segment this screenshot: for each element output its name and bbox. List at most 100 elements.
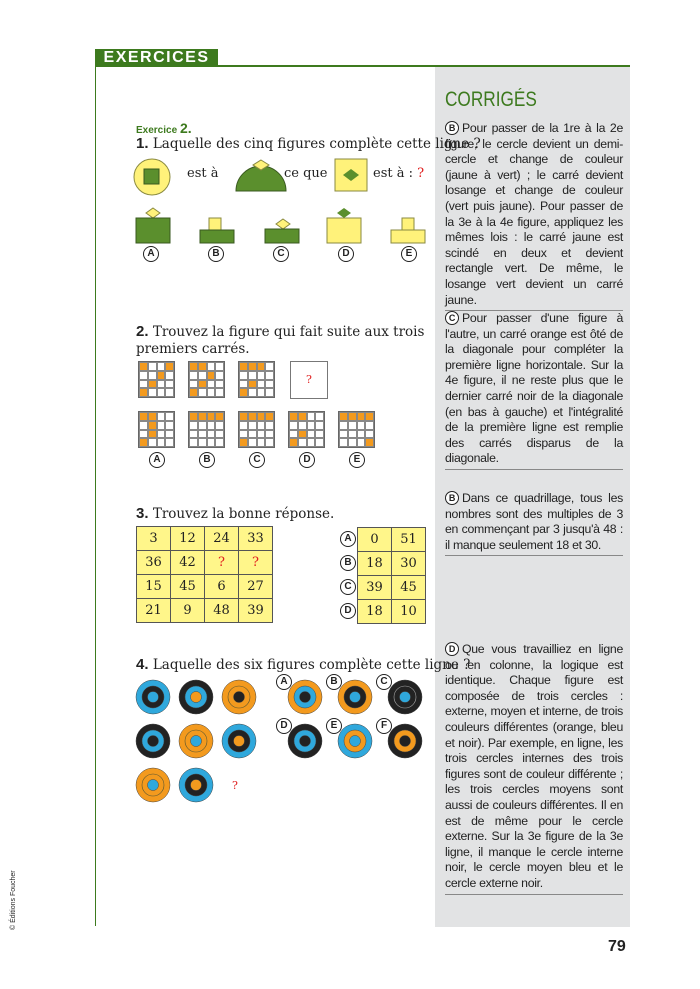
grid-cell-filled [239, 362, 248, 371]
answer-text: Pour passer d'une figure à l'autre, un c… [445, 311, 623, 466]
grid-cell-filled [365, 412, 374, 421]
option-grid-c [238, 411, 275, 448]
grid-cell [206, 362, 216, 371]
grid-cell [256, 388, 266, 397]
grid-cell-filled [239, 388, 248, 397]
grid-cell [197, 429, 207, 439]
answer-letter: C [445, 311, 459, 325]
grid-cell-filled [147, 420, 157, 430]
grid-cell [215, 362, 224, 371]
grid-cell [147, 370, 157, 380]
grid-cell [197, 370, 207, 380]
grid-cell: 36 [136, 550, 171, 575]
margin-rule [95, 66, 96, 926]
option-label-d: D [276, 718, 292, 734]
q3-number-grid: 3 12 24 33 36 42?? 15 45 6 27 21 9 48 39 [136, 526, 273, 623]
grid-cell [256, 370, 266, 380]
grid-row: 3 12 24 33 [136, 526, 273, 551]
grid-cell-filled [197, 379, 207, 389]
grid-cell-filled [297, 429, 307, 439]
grid-cell-filled [239, 438, 248, 447]
grid-cell [156, 388, 166, 397]
grid-cell [189, 429, 198, 439]
grid-cell [189, 379, 198, 389]
option-d-values: 18 10 [357, 599, 426, 624]
grid-cell [315, 429, 324, 439]
option-value: 39 [357, 575, 392, 600]
grid-cell [165, 370, 174, 380]
grid-cell-filled [189, 388, 198, 397]
answer-text: Que vous travailliez en ligne ou en colo… [445, 642, 623, 890]
grid-cell [306, 412, 316, 421]
option-grid-a [138, 411, 175, 448]
grid-cell [239, 420, 248, 430]
grid-cell [265, 362, 274, 371]
figure-square-diamond [334, 158, 368, 192]
q4-text: Laquelle des six figures complète cette … [152, 657, 471, 673]
corriges-title: CORRIGÉS [445, 88, 537, 111]
grid-cell-filled [197, 362, 207, 371]
grid-cell-filled [197, 412, 207, 421]
grid-cell: 12 [170, 526, 205, 551]
option-value: 10 [391, 599, 426, 624]
grid-cell [289, 429, 298, 439]
grid-cell-filled [289, 438, 298, 447]
option-circle-c [387, 679, 423, 715]
grid-cell: 27 [238, 574, 273, 599]
grid-cell [206, 379, 216, 389]
grid-cell [356, 438, 366, 447]
grid-cell-filled [189, 412, 198, 421]
grid-cell: 33 [238, 526, 273, 551]
grid-cell-filled [247, 412, 257, 421]
q2-number: 2. [136, 323, 149, 340]
option-value: 18 [357, 599, 392, 624]
grid-cell [189, 370, 198, 380]
option-label-a: A [143, 246, 159, 262]
grid-cell: 24 [204, 526, 239, 551]
option-label-b: B [199, 452, 215, 468]
grid-cell [306, 420, 316, 430]
q3-text: Trouvez la bonne réponse. [152, 506, 335, 522]
option-label-b: B [326, 674, 342, 690]
exercise-number: 2. [179, 120, 192, 136]
option-circle-e [337, 723, 373, 759]
grid-cell [365, 420, 374, 430]
grid-cell [256, 429, 266, 439]
q2-missing-grid: ? [290, 361, 328, 399]
q3-number: 3. [136, 505, 149, 522]
grid-cell [247, 420, 257, 430]
grid-cell [139, 429, 148, 439]
grid-cell-filled [139, 362, 148, 371]
sequence-circle-7 [135, 767, 171, 803]
grid-cell [189, 438, 198, 447]
q4-question-mark: ? [232, 779, 238, 792]
grid-cell: 48 [204, 598, 239, 623]
grid-cell [156, 429, 166, 439]
sequence-grid-3 [238, 361, 275, 398]
option-label-b: B [208, 246, 224, 262]
grid-cell [315, 420, 324, 430]
q1-text: Laquelle des cinq figures complète cette… [152, 136, 481, 152]
grid-cell [206, 388, 216, 397]
grid-cell [306, 429, 316, 439]
answer-1: B Pour passer de la 1re à la 2e figure, l… [445, 121, 623, 312]
option-label-c: C [376, 674, 392, 690]
grid-cell [247, 429, 257, 439]
option-label-a: A [340, 531, 356, 547]
answer-letter: D [445, 642, 459, 656]
option-value: 0 [357, 527, 392, 552]
grid-cell [347, 438, 357, 447]
option-c-figure [264, 218, 300, 244]
answer-text: Dans ce quadrillage, tous les nombres so… [445, 491, 623, 552]
grid-cell [347, 420, 357, 430]
grid-cell [165, 412, 174, 421]
grid-cell-filled [339, 412, 348, 421]
grid-cell-filled [147, 429, 157, 439]
corriges-panel [435, 67, 630, 927]
option-value: 30 [391, 551, 426, 576]
grid-cell-filled [215, 412, 224, 421]
grid-cell [356, 420, 366, 430]
grid-cell [297, 420, 307, 430]
option-label-d: D [299, 452, 315, 468]
